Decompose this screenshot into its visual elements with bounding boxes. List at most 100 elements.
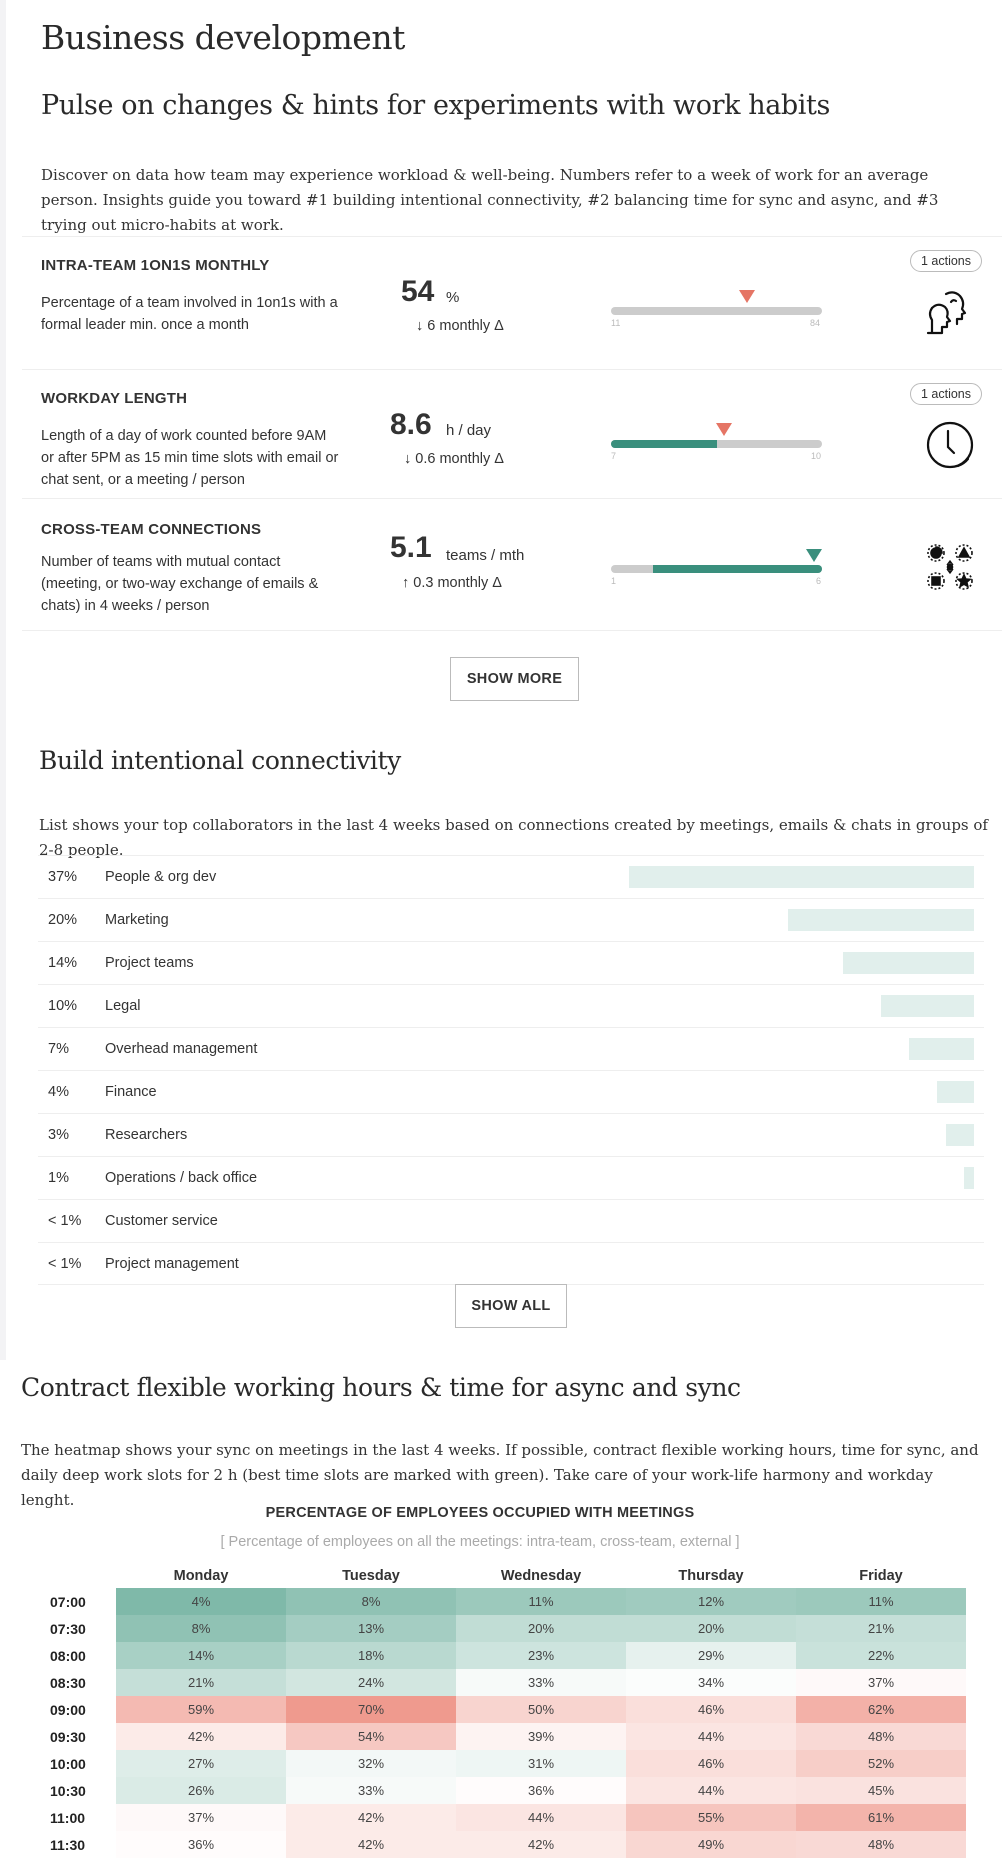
collab-name: Finance <box>105 1084 157 1100</box>
collab-pct: 10% <box>48 998 78 1014</box>
heatmap-cell: 29% <box>626 1642 796 1669</box>
collab-name: Overhead management <box>105 1041 258 1057</box>
heatmap-cell: 54% <box>286 1723 456 1750</box>
list-item[interactable]: 7% Overhead management <box>38 1027 984 1070</box>
flex-heading: Contract flexible working hours & time f… <box>21 1373 741 1402</box>
show-more-button[interactable]: SHOW MORE <box>450 657 579 701</box>
collaborators-list: 37% People & org dev 20% Marketing 14% Proj… <box>38 855 984 1285</box>
heatmap-row: 07:30 8% 13% 20% 20% 21% <box>37 1615 966 1642</box>
list-item[interactable]: 14% Project teams <box>38 941 984 984</box>
collab-name: People & org dev <box>105 869 217 885</box>
metric-marker <box>715 423 732 436</box>
list-item[interactable]: 37% People & org dev <box>38 855 984 898</box>
heatmap-day-header: Tuesday <box>342 1568 400 1584</box>
list-item[interactable]: 20% Marketing <box>38 898 984 941</box>
metric-value: 54 <box>401 275 435 308</box>
heatmap-time-label: 10:00 <box>50 1755 86 1772</box>
metric-title: INTRA-TEAM 1ON1S MONTHLY <box>41 257 270 274</box>
metric-card-cross-team: CROSS-TEAM CONNECTIONS Number of teams w… <box>22 498 1002 631</box>
heatmap-cell: 31% <box>456 1750 626 1777</box>
heatmap-cell: 37% <box>116 1804 286 1831</box>
heatmap-subtitle: [ Percentage of employees on all the mee… <box>220 1534 740 1550</box>
heatmap-cell: 36% <box>456 1777 626 1804</box>
metric-range-fill <box>653 565 822 573</box>
metric-card-workday-length: WORKDAY LENGTH Length of a day of work c… <box>22 369 1002 498</box>
heatmap-cell: 14% <box>116 1642 286 1669</box>
heatmap-day-header: Monday <box>173 1568 229 1584</box>
collab-name: Marketing <box>105 912 169 928</box>
heatmap-day-header: Wednesday <box>500 1568 582 1584</box>
metric-marker <box>738 290 755 303</box>
heatmap-cell: 46% <box>626 1750 796 1777</box>
actions-badge[interactable]: 1 actions <box>909 250 982 272</box>
metric-value: 5.1 <box>390 531 432 564</box>
heatmap-time-label: 09:00 <box>50 1701 86 1718</box>
heatmap-time-label: 08:30 <box>50 1674 86 1691</box>
heatmap-cell: 27% <box>116 1750 286 1777</box>
list-item[interactable]: 4% Finance <box>38 1070 984 1113</box>
heatmap-cell: 42% <box>286 1804 456 1831</box>
heatmap-cell: 49% <box>626 1831 796 1858</box>
list-item[interactable]: 10% Legal <box>38 984 984 1027</box>
heatmap-cell: 34% <box>626 1669 796 1696</box>
metric-range-track <box>611 307 822 315</box>
metric-title: CROSS-TEAM CONNECTIONS <box>41 521 262 538</box>
heatmap-cell: 42% <box>116 1723 286 1750</box>
heatmap-cell: 44% <box>456 1804 626 1831</box>
heatmap-cell: 22% <box>796 1642 966 1669</box>
collab-name: Customer service <box>105 1213 218 1229</box>
heatmap-day-header: Thursday <box>678 1568 744 1584</box>
metric-description: Length of a day of work counted before 9… <box>41 428 339 488</box>
metric-value: 8.6 <box>390 408 432 441</box>
clock-icon <box>924 419 976 471</box>
heatmap-cell: 32% <box>286 1750 456 1777</box>
heatmap-cell: 23% <box>456 1642 626 1669</box>
collab-pct: 1% <box>48 1170 69 1186</box>
list-item[interactable]: 1% Operations / back office <box>38 1156 984 1199</box>
list-item[interactable]: 3% Researchers <box>38 1113 984 1156</box>
collab-pct: < 1% <box>48 1256 82 1272</box>
heatmap-cell: 36% <box>116 1831 286 1858</box>
heatmap-cell: 55% <box>626 1804 796 1831</box>
heatmap-cell: 37% <box>796 1669 966 1696</box>
range-max-label: 84 <box>810 318 821 328</box>
metric-description: Percentage of a team involved in 1on1s w… <box>41 295 338 333</box>
actions-badge[interactable]: 1 actions <box>909 383 982 405</box>
heatmap-cell: 42% <box>286 1831 456 1858</box>
list-item[interactable]: < 1% Project management <box>38 1242 984 1285</box>
heatmap-cell: 21% <box>116 1669 286 1696</box>
list-item[interactable]: < 1% Customer service <box>38 1199 984 1242</box>
heatmap-cell: 20% <box>456 1615 626 1642</box>
heatmap-cell: 52% <box>796 1750 966 1777</box>
heatmap-cell: 21% <box>796 1615 966 1642</box>
metric-range-fill <box>611 440 717 448</box>
collab-name: Researchers <box>105 1127 188 1143</box>
metric-unit: % <box>446 289 460 306</box>
collab-pct: 7% <box>48 1041 69 1057</box>
heatmap-cell: 33% <box>286 1777 456 1804</box>
collab-pct: < 1% <box>48 1213 82 1229</box>
metric-delta: ↑ 0.3 monthly Δ <box>402 575 502 591</box>
heatmap-cell: 4% <box>116 1588 286 1615</box>
heatmap-time-label: 11:30 <box>50 1836 86 1853</box>
heatmap-row: 09:30 42% 54% 39% 44% 48% <box>37 1723 966 1750</box>
heatmap-time-label: 07:30 <box>50 1620 86 1637</box>
heatmap-cell: 48% <box>796 1831 966 1858</box>
page-title: Business development <box>41 18 405 57</box>
heatmap-cell: 44% <box>626 1777 796 1804</box>
people-profiles-icon <box>924 288 976 340</box>
heatmap-cell: 61% <box>796 1804 966 1831</box>
heatmap-time-label: 08:00 <box>50 1647 86 1664</box>
range-min-label: 7 <box>611 451 617 461</box>
metric-unit: teams / mth <box>446 547 525 564</box>
collab-bar <box>936 1081 974 1103</box>
connectivity-description: List shows your top collaborators in the… <box>39 816 988 859</box>
page-subtitle: Pulse on changes & hints for experiments… <box>41 90 830 121</box>
heatmap-cell: 50% <box>456 1696 626 1723</box>
heatmap-corner <box>37 1564 116 1588</box>
heatmap-title: PERCENTAGE OF EMPLOYEES OCCUPIED WITH ME… <box>265 1505 695 1521</box>
show-all-button[interactable]: SHOW ALL <box>455 1284 567 1328</box>
intro-text: Discover on data how team may experience… <box>41 166 939 234</box>
heatmap-row: 07:00 4% 8% 11% 12% 11% <box>37 1588 966 1615</box>
collab-pct: 20% <box>48 912 78 928</box>
